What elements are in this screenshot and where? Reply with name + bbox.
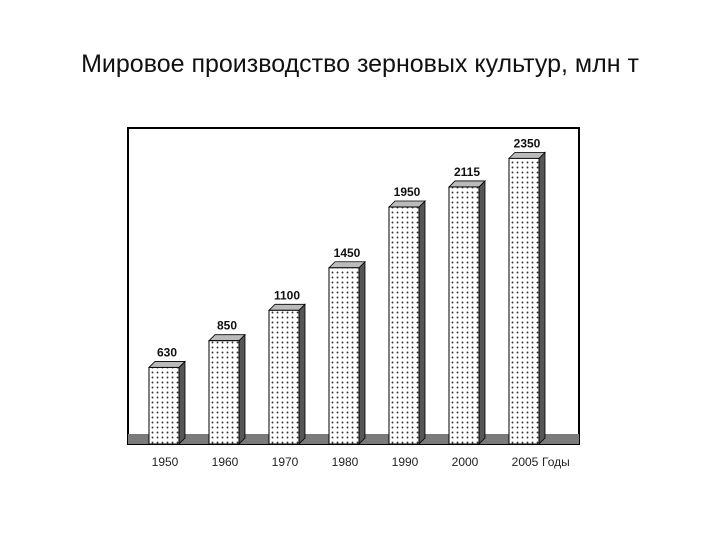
- bar-top: [508, 151, 546, 159]
- bar-side: [358, 260, 366, 445]
- data-label: 1450: [334, 246, 361, 260]
- x-tick-label: 1970: [272, 455, 299, 469]
- bar-front: [268, 309, 300, 445]
- x-tick-label: 1990: [392, 455, 419, 469]
- x-axis: 1950 1960 1970 1980 1990 2000 2005 Годы: [152, 455, 570, 469]
- x-tick-label: 1980: [332, 455, 359, 469]
- bar-side: [178, 360, 186, 445]
- bar-side: [538, 151, 546, 445]
- data-label: 1950: [394, 185, 421, 199]
- bar-top: [328, 261, 366, 269]
- data-label: 850: [217, 319, 237, 333]
- bar-top: [388, 200, 426, 208]
- bar-front: [448, 186, 480, 445]
- bar-front: [388, 206, 420, 445]
- data-label: 2115: [454, 165, 480, 179]
- bar-top: [268, 303, 306, 311]
- bar-2005: 2350: [508, 136, 546, 445]
- bar-1990: 1950: [388, 185, 426, 445]
- bars-group: 630 850 1100 1450 1950 2115 2350: [148, 136, 546, 445]
- bar-front: [328, 267, 360, 445]
- bar-1980: 1450: [328, 246, 366, 445]
- bar-front: [148, 366, 180, 445]
- x-axis-label: Годы: [542, 455, 570, 469]
- bar-front: [508, 157, 540, 445]
- data-label: 630: [157, 345, 177, 359]
- x-tick-label: 2005: [512, 455, 539, 469]
- x-tick-label: 1960: [212, 455, 239, 469]
- bar-side: [238, 333, 246, 445]
- bar-front: [208, 340, 240, 445]
- bar-1950: 630: [148, 345, 186, 445]
- bar-1970: 1100: [268, 288, 306, 445]
- bar-side: [478, 179, 486, 445]
- chart-title: Мировое производство зерновых культур, м…: [81, 50, 639, 78]
- data-label: 2350: [514, 136, 541, 150]
- bar-side: [418, 200, 426, 445]
- bar-top: [208, 334, 246, 342]
- bar-2000: 2115: [448, 165, 486, 445]
- data-label: 1100: [274, 288, 300, 302]
- bar-1960: 850: [208, 319, 246, 445]
- x-tick-label: 1950: [152, 455, 179, 469]
- bar-top: [448, 180, 486, 188]
- x-tick-label: 2000: [452, 455, 479, 469]
- bar-side: [298, 303, 306, 445]
- bar-top: [148, 361, 186, 368]
